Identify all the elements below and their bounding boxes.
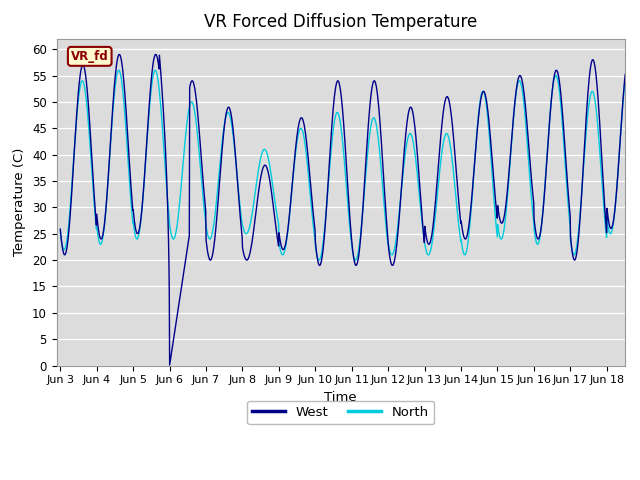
X-axis label: Time: Time	[324, 391, 357, 404]
Y-axis label: Temperature (C): Temperature (C)	[13, 148, 26, 256]
Title: VR Forced Diffusion Temperature: VR Forced Diffusion Temperature	[204, 13, 477, 32]
Legend: West, North: West, North	[247, 401, 435, 424]
Text: VR_fd: VR_fd	[71, 50, 109, 63]
